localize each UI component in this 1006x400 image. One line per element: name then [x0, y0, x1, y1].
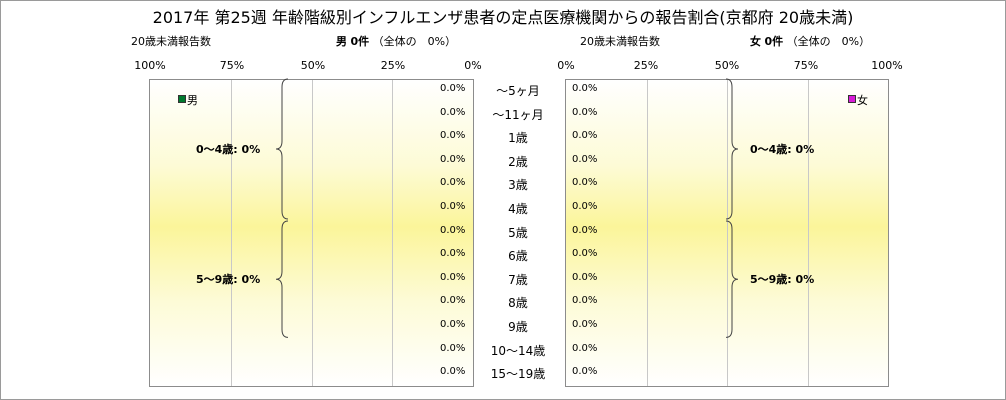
male-group-brace [275, 220, 289, 338]
right-share: （全体の 0%） [786, 35, 871, 48]
age-category-label: 1歳 [508, 131, 528, 146]
female-data-label: 0.0% [572, 295, 598, 307]
female-x-tick-label: 25% [633, 59, 659, 72]
male-data-label: 0.0% [440, 201, 466, 212]
age-category-label: 3歳 [508, 178, 528, 193]
female-data-label: 0.0% [572, 366, 598, 378]
female-legend: 女 [848, 92, 868, 108]
female-data-label: 0.0% [572, 83, 598, 94]
male-gridline [311, 80, 313, 386]
age-category-label: 10～14歳 [490, 343, 546, 358]
left-cases: 0件 [350, 35, 370, 48]
age-category-label: ～11ヶ月 [492, 107, 544, 122]
male-data-label: 0.0% [440, 319, 466, 330]
female-data-label: 0.0% [572, 224, 598, 236]
left-count-label: 20歳未満報告数 [131, 35, 211, 48]
chart-title: 2017年 第25週 年齢階級別インフルエンザ患者の定点医療機関からの報告割合(… [152, 8, 854, 27]
male-data-label: 0.0% [440, 271, 466, 283]
female-data-label: 0.0% [572, 342, 598, 354]
female-group-label: 0～4歳: 0% [750, 143, 815, 156]
female-x-tick-label: 0% [557, 59, 575, 72]
male-group-label: 0～4歳: 0% [196, 143, 261, 156]
male-legend: 男 [178, 92, 198, 108]
age-category-label: 7歳 [508, 272, 528, 287]
female-data-label: 0.0% [572, 248, 598, 260]
male-gridline [230, 80, 232, 386]
left-gender-label: 男 [336, 35, 347, 48]
male-data-label: 0.0% [440, 106, 466, 118]
left-summary: 男 0件 （全体の 0%） [336, 33, 456, 49]
female-gridline [727, 80, 728, 386]
female-data-label: 0.0% [572, 153, 598, 165]
female-x-tick-label: 100% [871, 59, 903, 72]
age-category-label: 5歳 [508, 225, 528, 240]
male-x-tick-label: 25% [380, 59, 406, 72]
male-data-label: 0.0% [440, 248, 466, 260]
female-group-brace [725, 78, 739, 220]
female-group-brace [725, 220, 739, 338]
female-data-label: 0.0% [572, 177, 598, 189]
female-legend-swatch [848, 95, 856, 103]
age-category-label: 4歳 [508, 202, 528, 216]
male-gridline [392, 80, 394, 386]
right-cases: 0件 [764, 35, 784, 48]
age-category-label: 9歳 [508, 320, 528, 334]
female-data-label: 0.0% [572, 319, 598, 330]
male-legend-swatch [178, 95, 186, 103]
age-category-label: 2歳 [508, 154, 528, 169]
age-category-label: 8歳 [508, 296, 528, 311]
female-plot-area [565, 79, 889, 387]
male-plot-area [149, 79, 474, 387]
male-data-label: 0.0% [440, 153, 466, 165]
male-legend-label: 男 [187, 94, 198, 107]
female-gridline [807, 80, 809, 386]
right-count-label: 20歳未満報告数 [580, 35, 660, 48]
male-x-tick-label: 50% [300, 59, 326, 72]
female-gridline [646, 80, 648, 386]
male-data-label: 0.0% [440, 177, 466, 189]
female-x-tick-label: 50% [714, 59, 740, 72]
male-group-brace [275, 78, 289, 220]
male-data-label: 0.0% [440, 366, 466, 378]
right-gender-label: 女 [750, 35, 761, 48]
male-data-label: 0.0% [440, 295, 466, 307]
male-data-label: 0.0% [440, 130, 466, 142]
right-summary: 女 0件 （全体の 0%） [750, 33, 870, 49]
male-group-label: 5～9歳: 0% [196, 272, 261, 286]
age-category-label: 6歳 [508, 249, 528, 264]
male-x-tick-label: 75% [219, 59, 245, 72]
male-data-label: 0.0% [440, 83, 466, 94]
left-share: （全体の 0%） [372, 35, 457, 48]
male-data-label: 0.0% [440, 224, 466, 236]
male-x-tick-label: 100% [134, 59, 166, 72]
male-data-label: 0.0% [440, 342, 466, 354]
age-category-label: ～5ヶ月 [496, 84, 540, 98]
female-group-label: 5～9歳: 0% [750, 272, 815, 286]
female-data-label: 0.0% [572, 130, 598, 142]
female-legend-label: 女 [857, 94, 868, 107]
male-x-tick-label: 0% [464, 59, 482, 72]
female-data-label: 0.0% [572, 106, 598, 118]
female-data-label: 0.0% [572, 201, 598, 212]
age-category-label: 15～19歳 [490, 367, 546, 382]
female-data-label: 0.0% [572, 271, 598, 283]
female-x-tick-label: 75% [793, 59, 819, 72]
